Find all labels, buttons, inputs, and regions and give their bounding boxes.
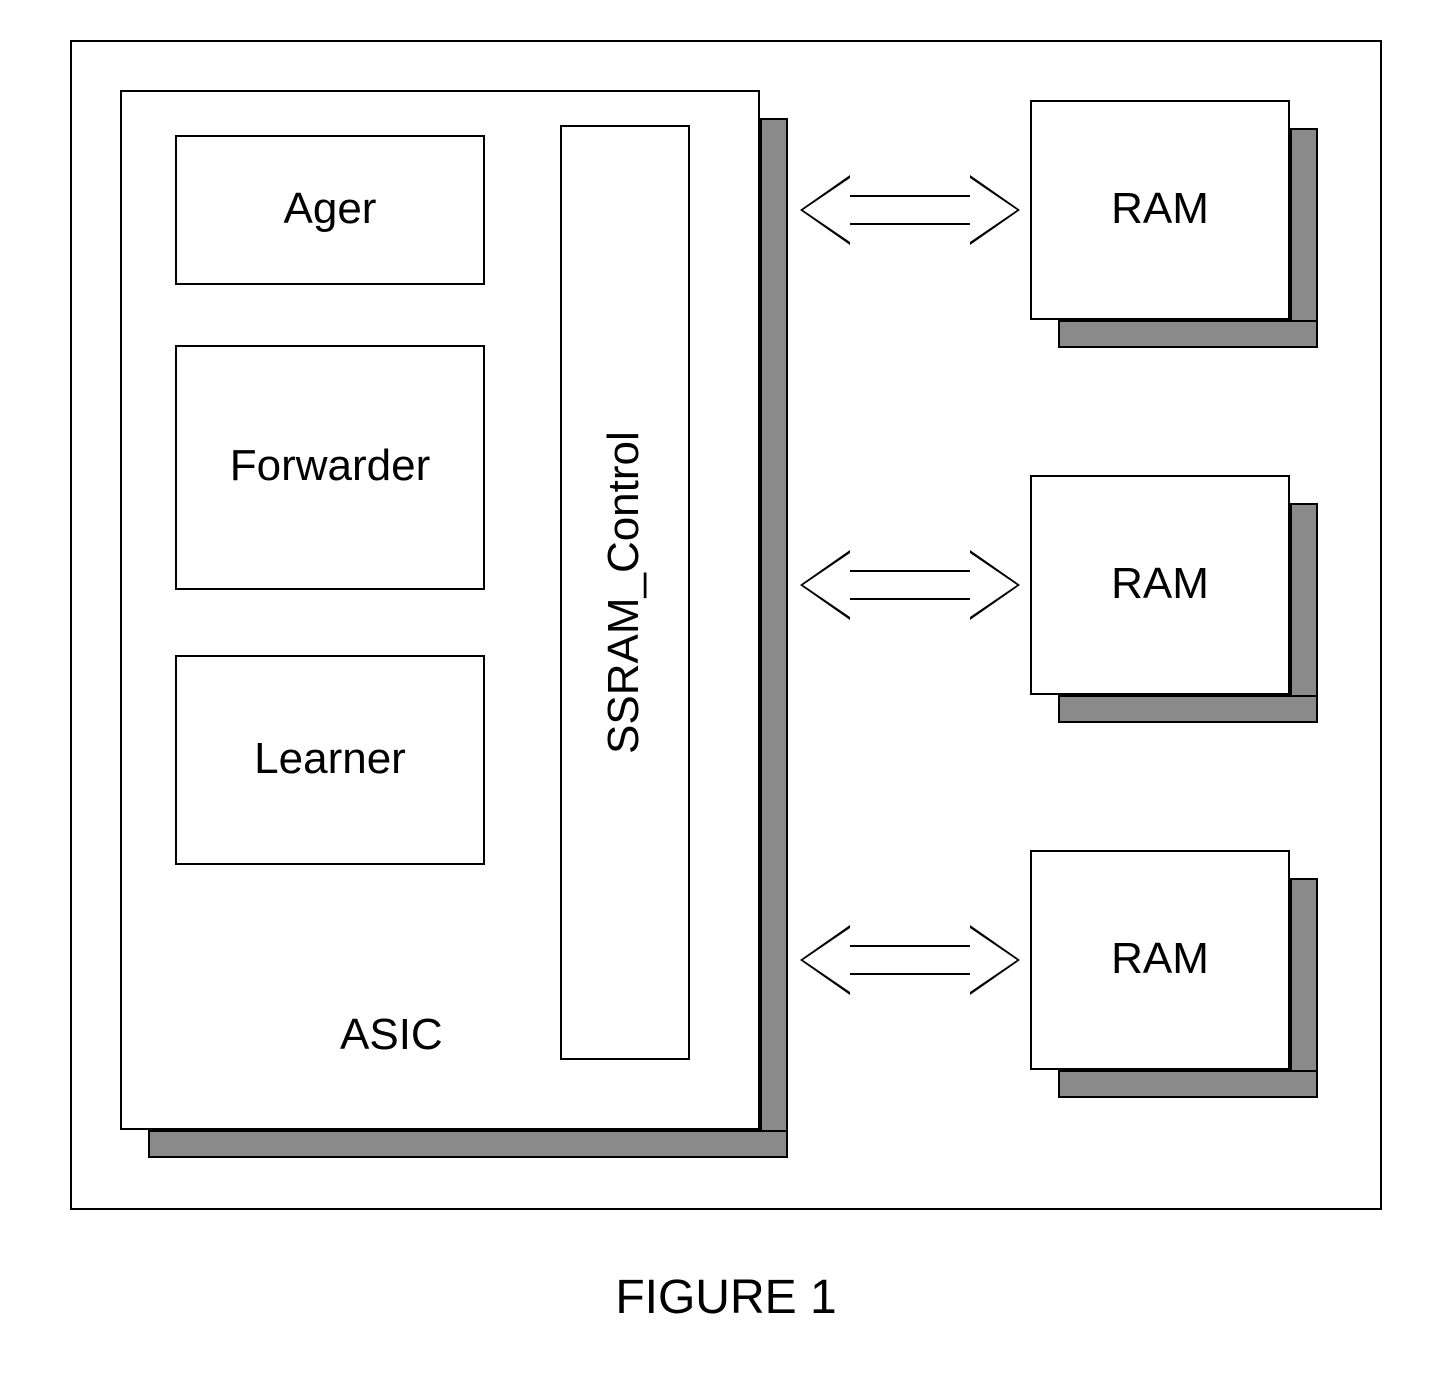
figure-caption: FIGURE 1 <box>0 1270 1452 1325</box>
ram-shadow-right <box>1290 128 1318 348</box>
bidir-arrow-icon <box>800 175 1020 245</box>
asic-shadow-bottom <box>148 1130 788 1158</box>
ssram-control-label: SSRAM_Control <box>599 165 649 1020</box>
ram-shadow-bottom <box>1058 320 1318 348</box>
ram-label: RAM <box>1030 184 1290 234</box>
ram-shadow-right <box>1290 878 1318 1098</box>
asic-shadow-right <box>760 118 788 1158</box>
ager-label: Ager <box>175 184 485 234</box>
asic-label: ASIC <box>340 1010 443 1060</box>
bidir-arrow-icon <box>800 925 1020 995</box>
canvas: Ager Forwarder Learner SSRAM_Control ASI… <box>0 0 1452 1376</box>
bidir-arrow-icon <box>800 550 1020 620</box>
ram-shadow-bottom <box>1058 695 1318 723</box>
ram-label: RAM <box>1030 934 1290 984</box>
ram-shadow-bottom <box>1058 1070 1318 1098</box>
ram-label: RAM <box>1030 559 1290 609</box>
ram-shadow-right <box>1290 503 1318 723</box>
learner-label: Learner <box>175 734 485 784</box>
forwarder-label: Forwarder <box>175 441 485 491</box>
